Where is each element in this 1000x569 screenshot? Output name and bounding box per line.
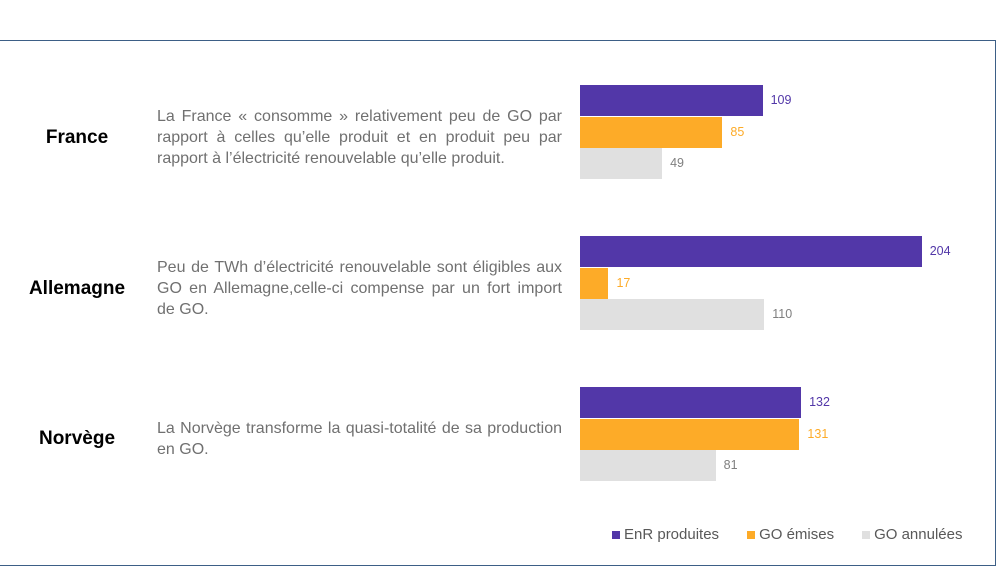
legend-label: EnR produites <box>624 526 720 543</box>
legend-swatch <box>862 530 871 539</box>
legend-swatch <box>612 530 620 539</box>
legend-item: GO émises <box>747 526 834 543</box>
bar <box>580 450 716 481</box>
data-label: 204 <box>929 244 951 258</box>
country-description: La France « consomme » relativement peu … <box>157 108 562 167</box>
bar <box>580 85 763 116</box>
data-label: 109 <box>770 93 792 107</box>
legend-label: GO émises <box>759 526 835 543</box>
slide-frame <box>0 40 996 566</box>
country-label: France <box>45 127 109 148</box>
bar <box>580 116 723 148</box>
data-label: 110 <box>772 307 793 321</box>
bar <box>580 236 922 267</box>
bar <box>580 418 800 450</box>
legend: EnR produites GO émises GO annulées <box>612 526 962 543</box>
legend-label: GO annulées <box>874 526 963 543</box>
data-label: 81 <box>723 458 738 472</box>
country-description: La Norvège transforme la quasi-totalité … <box>157 420 562 458</box>
data-label: 132 <box>809 395 830 409</box>
data-label: 49 <box>670 156 684 170</box>
country-label: Allemagne <box>28 278 126 299</box>
data-label: 131 <box>807 426 829 441</box>
bar <box>580 387 802 418</box>
legend-swatch <box>747 530 756 539</box>
bar <box>580 148 663 179</box>
data-label: 17 <box>616 275 631 290</box>
legend-item: EnR produites <box>612 526 719 543</box>
bar <box>580 267 609 299</box>
bar <box>580 299 765 330</box>
country-description: Peu de TWh d’électricité renouvelable so… <box>157 259 562 318</box>
data-label: 85 <box>730 124 745 139</box>
legend-item: GO annulées <box>862 526 962 543</box>
country-label: Norvège <box>38 428 116 449</box>
